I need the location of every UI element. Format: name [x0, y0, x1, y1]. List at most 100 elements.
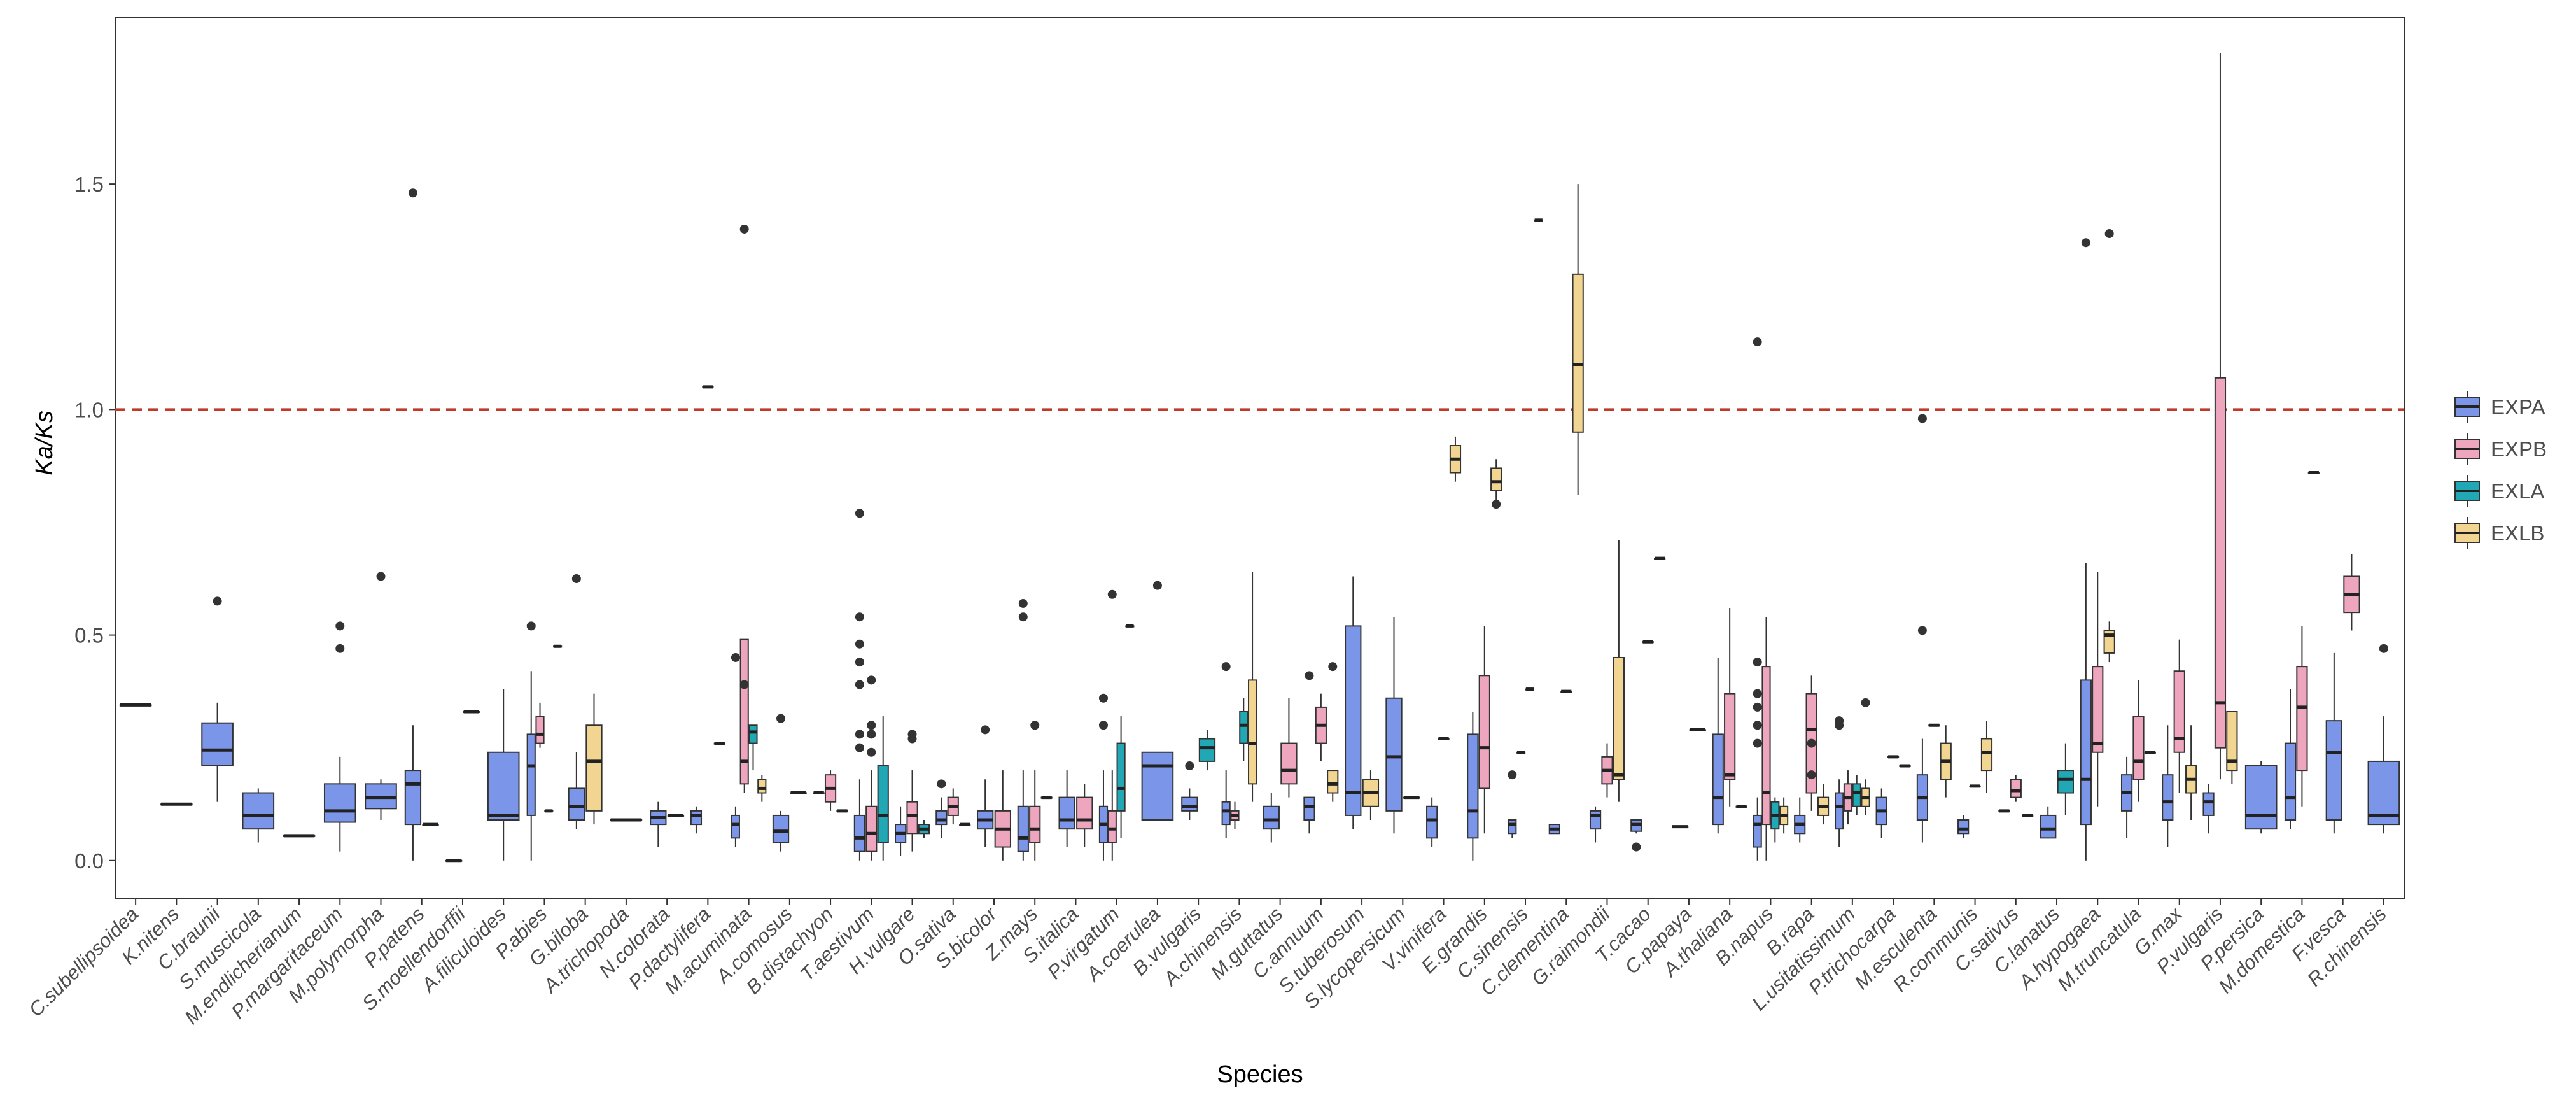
- box-body: [1712, 733, 1724, 826]
- legend-label: EXPB: [2491, 437, 2547, 461]
- y-tick-label: 1.5: [74, 173, 104, 196]
- box-A.chinensis-EXLA: [1239, 698, 1249, 761]
- box-H.vulgare-EXPA: [895, 806, 907, 856]
- box-K.nitens-EXPA: [160, 802, 193, 806]
- box-M.guttatus-EXPB: [1280, 698, 1298, 798]
- outlier-point: [731, 652, 740, 662]
- box-A.hypogaea-EXPA: [2080, 238, 2092, 861]
- box-body: [865, 805, 878, 852]
- box-L.usitatissimum-EXPB: [1843, 770, 1853, 825]
- outlier-point: [855, 612, 864, 622]
- outlier-point: [1107, 589, 1117, 599]
- box-body: [739, 638, 749, 785]
- box-P.abies-EXLA: [544, 809, 554, 813]
- box-body: [1327, 770, 1339, 794]
- box-P.virgatum-EXLA: [1116, 716, 1126, 838]
- box-body: [1613, 656, 1625, 780]
- box-R.communis-EXLB: [1980, 721, 1993, 793]
- outlier-point: [855, 658, 864, 667]
- outlier-point: [855, 743, 864, 752]
- box-M.acuminata-EXLA: [748, 724, 758, 771]
- box-C.clementina-EXLB: [1572, 184, 1584, 495]
- box-body: [1957, 819, 1970, 835]
- box-body: [568, 787, 585, 821]
- outlier-point: [855, 680, 864, 689]
- box-C.sinensis-EXPB: [1516, 751, 1526, 754]
- outlier-point: [571, 574, 581, 584]
- outlier-point: [213, 596, 222, 606]
- box-Z.mays-EXPA: [1017, 598, 1029, 861]
- outlier-point: [739, 224, 749, 234]
- outlier-point: [335, 621, 345, 631]
- box-M.domestica-EXPA: [2284, 689, 2297, 829]
- outlier-point: [1753, 721, 1762, 730]
- box-Z.mays-EXPB: [1029, 721, 1041, 861]
- box-M.acuminata-EXLB: [757, 775, 767, 802]
- box-C.sativus-EXLB: [2022, 814, 2034, 817]
- box-L.usitatissimum-EXPA: [1835, 716, 1844, 847]
- y-axis-title: Ka/Ks: [31, 411, 58, 475]
- outlier-point: [867, 675, 876, 685]
- box-B.distachyon-EXLA: [836, 809, 848, 813]
- box-R.chinensis-EXPA: [2367, 644, 2400, 834]
- box-G.biloba-EXPA: [568, 574, 585, 829]
- outlier-point: [867, 721, 876, 730]
- box-body: [1107, 810, 1117, 843]
- box-S.italica-EXPA: [1058, 770, 1075, 847]
- box-T.aestivum-EXPA: [853, 509, 865, 861]
- box-C.clementina-EXPB: [1560, 689, 1572, 693]
- box-G.max-EXPA: [2162, 725, 2174, 847]
- box-E.grandis-EXPB: [1478, 626, 1490, 834]
- box-body: [2244, 765, 2278, 830]
- box-C.annuum-EXPA: [1303, 671, 1315, 834]
- box-V.vinifera-EXPB: [1438, 737, 1450, 741]
- box-body: [1852, 783, 1861, 807]
- outlier-point: [1632, 842, 1641, 852]
- box-body: [2057, 770, 2074, 794]
- box-P.vulgaris-EXPB: [2214, 53, 2227, 780]
- box-B.rapa-EXPA: [1794, 797, 1806, 843]
- box-P.margaritaceum-EXPA: [323, 621, 356, 852]
- box-body: [1467, 733, 1479, 839]
- box-body: [1490, 467, 1502, 491]
- box-layer: [119, 53, 2400, 863]
- box-M.truncatula-EXPB: [2132, 680, 2145, 802]
- legend-item-EXPB: EXPB: [2454, 433, 2547, 465]
- legend-label: EXPA: [2491, 395, 2545, 419]
- box-P.dactylifera-EXPB: [702, 385, 714, 389]
- box-body: [1508, 819, 1517, 835]
- legend-label: EXLB: [2491, 521, 2544, 545]
- box-L.usitatissimum-EXLA: [1852, 775, 1861, 815]
- box-M.truncatula-EXPA: [2120, 756, 2133, 838]
- outlier-point: [1807, 738, 1816, 748]
- outlier-point: [408, 188, 417, 198]
- box-E.grandis-EXLB: [1490, 459, 1502, 509]
- outlier-point: [981, 725, 990, 735]
- box-P.trichocarpa-EXPB: [1887, 755, 1900, 759]
- box-R.communis-EXPB: [1969, 784, 1981, 788]
- y-axis: 0.0 0.5 1.0 1.5: [74, 173, 115, 873]
- box-P.abies-EXPA: [526, 621, 536, 861]
- outlier-point: [1305, 671, 1314, 680]
- outlier-point: [1098, 693, 1108, 703]
- box-body: [1426, 805, 1438, 839]
- box-P.persica-EXPA: [2244, 761, 2278, 834]
- box-body: [748, 724, 758, 744]
- box-body: [2284, 742, 2297, 821]
- box-A.thaliana-EXPB: [1724, 608, 1736, 807]
- box-B.distachyon-EXPB: [824, 770, 837, 811]
- box-G.raimondii-EXLB: [1613, 540, 1625, 802]
- box-body: [201, 722, 234, 767]
- plot-panel: [115, 17, 2405, 899]
- box-body: [487, 751, 520, 821]
- box-body: [935, 810, 948, 826]
- box-body: [1239, 710, 1249, 744]
- box-A.chinensis-EXLB: [1248, 572, 1257, 802]
- box-body: [853, 814, 865, 852]
- box-P.trichocarpa-EXPA: [1875, 788, 1887, 838]
- box-P.vulgaris-EXLB: [2226, 710, 2238, 784]
- box-C.sinensis-EXPA: [1508, 770, 1517, 838]
- box-body: [526, 733, 536, 816]
- outlier-point: [1221, 662, 1231, 672]
- box-G.raimondii-EXPA: [1589, 806, 1602, 843]
